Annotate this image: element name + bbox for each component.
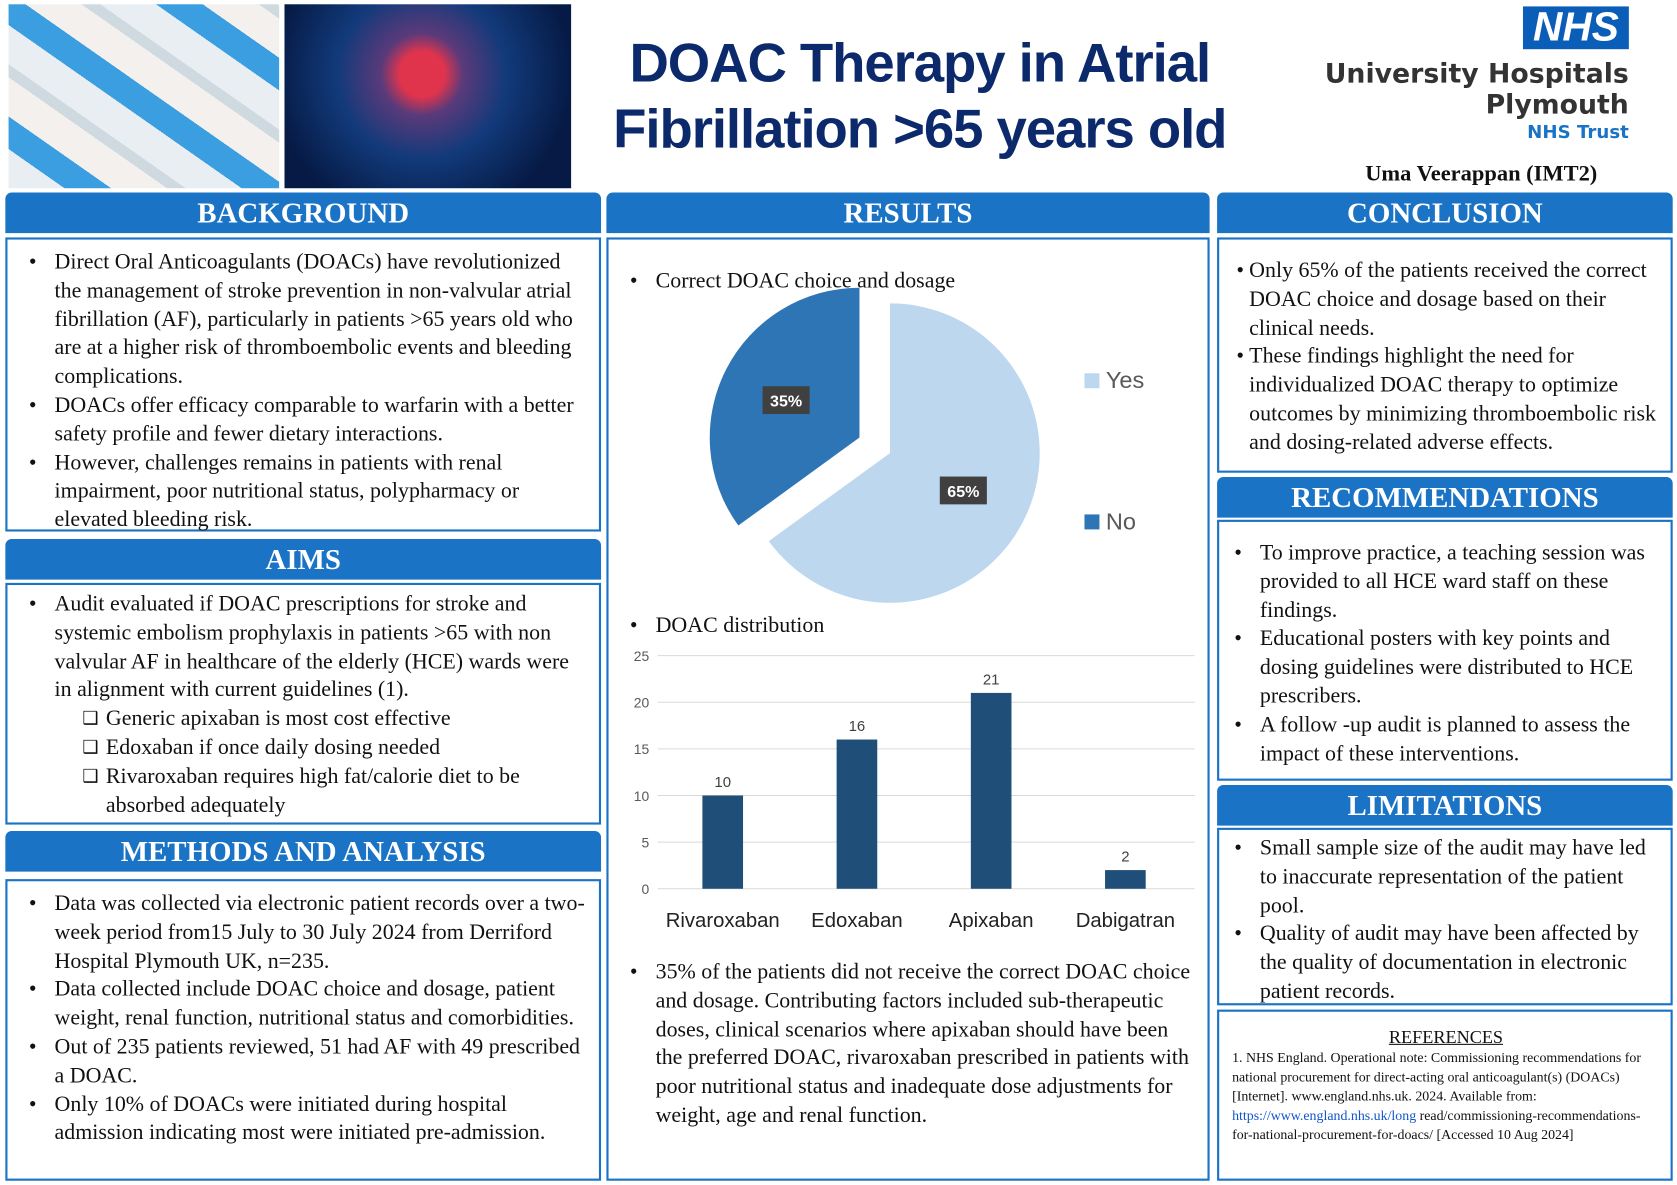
bar-apixaban (970, 692, 1012, 889)
y-tick-label: 5 (641, 834, 649, 850)
conclusion-heading: CONCLUSION (1217, 192, 1673, 234)
y-tick-label: 15 (634, 741, 650, 757)
pie-label-box (762, 386, 810, 415)
aims-section: Audit evaluated if DOAC prescriptions fo… (5, 582, 602, 825)
sub-item: Edoxaban if once daily dosing needed (16, 734, 590, 763)
list-item: Only 10% of DOACs were initiated during … (16, 1090, 590, 1147)
pie-data-label: 65% (947, 483, 979, 501)
reference-item: 1. NHS England. Operational note: Commis… (1232, 1048, 1660, 1144)
bar-rivaroxaban (702, 795, 744, 889)
legend-swatch (1084, 373, 1100, 389)
legend-swatch (1084, 514, 1100, 530)
org-name: University Hospitals (1324, 57, 1629, 89)
x-tick-label: Edoxaban (811, 910, 902, 932)
list-item: DOACs offer efficacy comparable to warfa… (16, 391, 590, 448)
recommendations-section: To improve practice, a teaching session … (1217, 519, 1673, 781)
limitations-heading: LIMITATIONS (1217, 785, 1673, 826)
bar-edoxaban (836, 739, 878, 889)
org-trust: NHS Trust (1527, 121, 1629, 144)
brain-image (284, 4, 572, 189)
list-item: These findings highlight the need for in… (1224, 343, 1665, 458)
bar-data-label: 16 (849, 718, 866, 735)
poster-title: DOAC Therapy in Atrial Fibrillation >65 y… (613, 32, 1227, 160)
list-item: Only 65% of the patients received the co… (1224, 257, 1665, 343)
reference-tail: read/commissioning-recommendations-for-n… (1232, 1106, 1641, 1143)
y-tick-label: 10 (634, 788, 650, 804)
bar-data-label: 21 (983, 671, 1000, 688)
list-item: To improve practice, a teaching session … (1221, 539, 1664, 625)
x-tick-label: Dabigatran (1076, 910, 1175, 932)
aims-heading: AIMS (5, 539, 602, 580)
list-item: A follow -up audit is planned to assess … (1221, 711, 1664, 768)
x-tick-label: Rivaroxaban (666, 910, 780, 932)
references-heading: REFERENCES (1388, 1026, 1504, 1048)
list-item: Out of 235 patients reviewed, 51 had AF … (16, 1033, 590, 1090)
background-heading: BACKGROUND (5, 192, 602, 234)
limitations-section: Small sample size of the audit may have … (1217, 827, 1673, 1006)
conclusion-section: Only 65% of the patients received the co… (1217, 237, 1673, 473)
results-section: Correct DOAC choice and dosage DOAC dist… (606, 237, 1210, 1181)
list-item: Small sample size of the audit may have … (1221, 834, 1664, 920)
reference-link[interactable]: https://www.england.nhs.uk/long (1232, 1106, 1417, 1123)
pie-data-label: 35% (770, 393, 802, 411)
list-item: Quality of audit may have been affected … (1221, 920, 1664, 1006)
bar-dabigatran (1105, 870, 1146, 889)
results-heading: RESULTS (606, 192, 1210, 234)
bar-data-label: 10 (714, 774, 731, 791)
x-tick-label: Apixaban (949, 910, 1034, 932)
list-item: Educational posters with key points and … (1221, 625, 1664, 711)
list-item: Data collected include DOAC choice and d… (16, 976, 590, 1033)
list-item: Audit evaluated if DOAC prescriptions fo… (16, 590, 590, 705)
results-summary: 35% of the patients did not receive the … (617, 958, 1195, 1130)
bar-heading: DOAC distribution (617, 612, 1195, 641)
pills-image (8, 4, 280, 189)
author: Uma Veerappan (IMT2) (1365, 160, 1598, 187)
reference-text: 1. NHS England. Operational note: Commis… (1232, 1049, 1641, 1104)
sub-item: Rivaroxaban requires high fat/calorie di… (16, 762, 590, 819)
nhs-logo: NHS (1522, 6, 1629, 50)
methods-heading: METHODS AND ANALYSIS (5, 831, 602, 872)
pie-heading: Correct DOAC choice and dosage (617, 267, 1195, 296)
background-section: Direct Oral Anticoagulants (DOACs) have … (5, 237, 602, 532)
results-charts: 65% Yes 35% No 0 5 10 15 20 25 10 Rivaroxaban 16 Edox… (634, 287, 1195, 932)
methods-section: Data was collected via electronic patien… (5, 879, 602, 1181)
legend-label: Yes (1106, 367, 1144, 393)
pie-slice-yes (768, 303, 1040, 603)
pie-label-box (939, 476, 987, 505)
bar-data-label: 2 (1121, 849, 1129, 866)
recommendations-heading: RECOMMENDATIONS (1217, 476, 1673, 518)
org-city: Plymouth (1485, 88, 1629, 120)
sub-item: Generic apixaban is most cost effective (16, 705, 590, 734)
y-tick-label: 25 (634, 648, 650, 664)
list-item: However, challenges remains in patients … (16, 449, 590, 535)
list-item: Data was collected via electronic patien… (16, 890, 590, 976)
list-item: Direct Oral Anticoagulants (DOACs) have … (16, 248, 590, 391)
references-section: REFERENCES 1. NHS England. Operational n… (1217, 1009, 1673, 1181)
y-tick-label: 0 (641, 881, 649, 897)
legend-label: No (1106, 508, 1136, 534)
y-tick-label: 20 (634, 695, 650, 711)
